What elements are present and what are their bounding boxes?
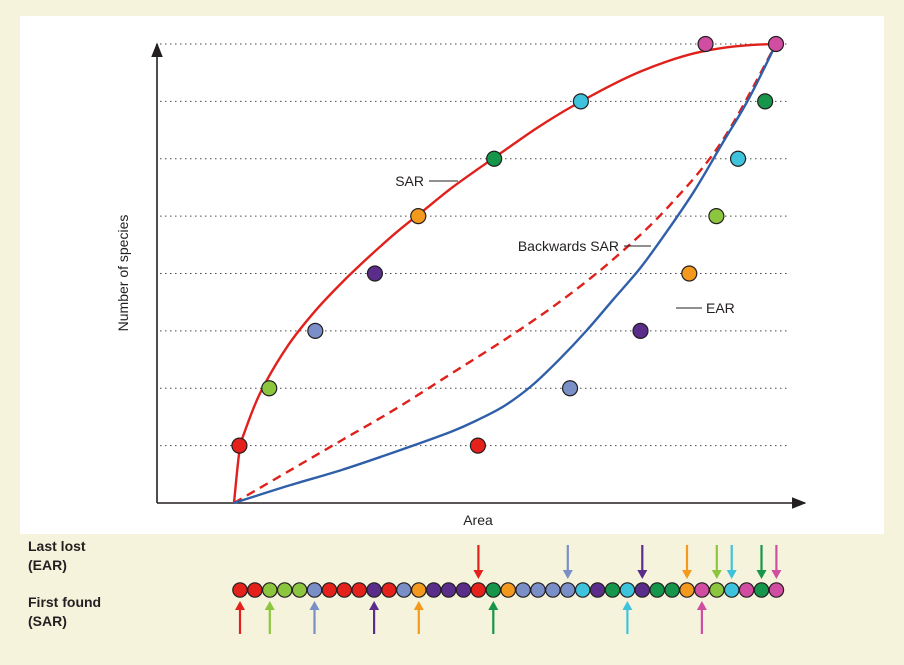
strip-dot-purple <box>634 582 651 598</box>
first-found-arrow-orange-head <box>413 601 424 610</box>
strip-dot-pink <box>694 582 710 598</box>
strip-dot-cyan <box>723 582 740 598</box>
last-lost-arrow-green-head <box>756 570 767 579</box>
individuals-strip: Last lost (EAR) First found (SAR) <box>28 538 785 634</box>
ear-point-slate <box>561 380 579 397</box>
first-found-arrow-green-head <box>488 601 499 610</box>
strip-dot-red <box>381 582 397 598</box>
first-found-arrow-lime-head <box>264 601 275 610</box>
curve-annotations: SAR Backwards SAR EAR <box>395 173 735 316</box>
strip-dot-green <box>664 582 680 598</box>
strip-dot-purple <box>425 582 442 598</box>
first-found-label-line2: (SAR) <box>28 613 67 629</box>
strip-dot-purple <box>366 582 382 598</box>
strip-dot-red <box>247 582 263 598</box>
data-points <box>231 35 785 454</box>
strip-dot-red <box>232 582 248 598</box>
sar-point-pink <box>697 35 714 53</box>
ear-point-red <box>469 437 486 454</box>
strip-dot-cyan <box>574 582 591 598</box>
strip-dot-slate <box>396 582 412 598</box>
ear-point-pink <box>767 35 785 53</box>
strip-dot-cyan <box>619 582 636 598</box>
sar-point-red <box>231 437 248 454</box>
sar-point-green <box>486 150 503 167</box>
last-lost-label-line1: Last lost <box>28 538 86 554</box>
ear-label: EAR <box>706 300 735 316</box>
strip-dot-lime <box>261 582 278 598</box>
sar-point-orange <box>410 208 427 225</box>
ear-point-orange <box>681 265 698 282</box>
strip-dot-green <box>604 582 621 598</box>
strip-dot-slate <box>559 582 576 598</box>
backwards-sar-curve <box>233 43 778 505</box>
strip-dot-red <box>321 582 338 598</box>
sar-point-lime <box>261 380 278 397</box>
sar-curve <box>232 42 777 504</box>
first-found-arrow-red-head <box>235 601 245 610</box>
strip-dot-pink <box>768 582 785 598</box>
strip-dot-orange <box>679 582 695 598</box>
backwards-sar-label: Backwards SAR <box>518 238 619 254</box>
ear-point-lime <box>708 208 725 225</box>
strip-dots <box>232 582 785 598</box>
last-lost-label-line2: (EAR) <box>28 557 67 573</box>
last-lost-arrow-slate-head <box>562 570 573 579</box>
last-lost-arrow-pink-head <box>771 570 782 579</box>
strip-dot-purple <box>455 582 472 598</box>
strip-dot-slate <box>545 582 561 598</box>
strip-dot-green <box>485 582 502 598</box>
last-lost-arrow-lime-head <box>711 570 722 579</box>
ear-curve <box>233 43 778 505</box>
y-axis-label: Number of species <box>115 215 131 332</box>
last-lost-arrow-purple-head <box>637 570 648 579</box>
strip-dot-purple <box>440 582 457 598</box>
strip-dot-red <box>470 582 487 598</box>
strip-dot-lime <box>291 582 308 598</box>
strip-dot-purple <box>589 582 606 598</box>
last-lost-arrow-red-head <box>473 570 484 579</box>
first-found-arrow-pink-head <box>696 601 707 610</box>
last-lost-arrow-cyan-head <box>726 570 737 579</box>
strip-dot-slate <box>306 582 323 598</box>
strip-arrows <box>235 545 782 634</box>
sar-point-slate <box>307 322 324 339</box>
first-found-label-line1: First found <box>28 594 101 610</box>
strip-dot-red <box>336 582 353 598</box>
strip-dot-orange <box>410 582 427 598</box>
ear-point-green <box>757 93 774 110</box>
strip-dot-orange <box>500 582 516 598</box>
plot-area-background <box>20 16 884 534</box>
sar-point-cyan <box>572 93 589 110</box>
last-lost-arrow-orange-head <box>682 570 692 579</box>
strip-dot-slate <box>530 582 546 598</box>
ear-point-purple <box>632 322 649 339</box>
strip-dot-slate <box>515 582 531 598</box>
curves <box>232 42 778 505</box>
sar-point-purple <box>366 265 384 282</box>
x-axis-label: Area <box>463 512 493 528</box>
first-found-arrow-purple-head <box>369 601 380 610</box>
strip-dot-green <box>649 582 665 598</box>
first-found-arrow-slate-head <box>309 601 320 610</box>
strip-dot-lime <box>276 582 293 598</box>
strip-dot-green <box>753 582 770 598</box>
strip-dot-lime <box>708 582 725 598</box>
sar-label: SAR <box>395 173 424 189</box>
strip-dot-red <box>351 582 367 598</box>
first-found-arrow-cyan-head <box>622 601 633 610</box>
strip-dot-pink <box>738 582 755 598</box>
ear-point-cyan <box>729 150 747 167</box>
